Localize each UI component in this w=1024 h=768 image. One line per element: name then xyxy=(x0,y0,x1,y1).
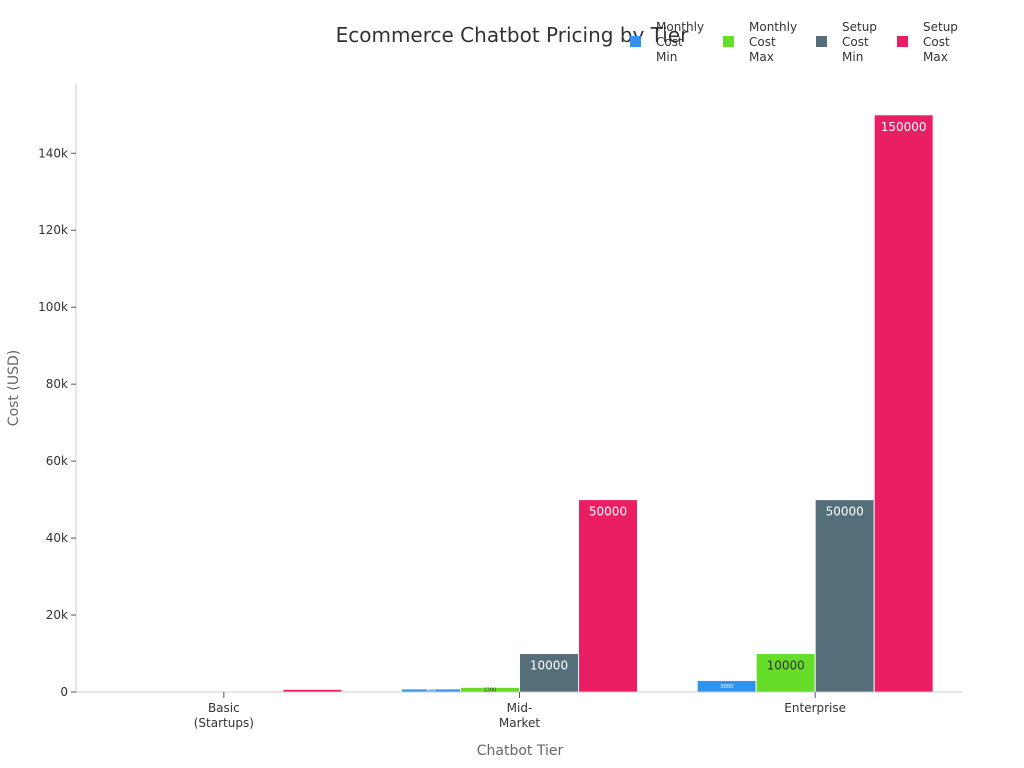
bar xyxy=(814,499,875,693)
x-tick-label: Enterprise xyxy=(784,701,846,715)
legend-item: Setup Cost Max xyxy=(897,20,958,64)
legend-item: Monthly Cost Max xyxy=(723,20,797,64)
legend-swatch xyxy=(630,36,641,47)
bar-labels: 800 3000 1200 10000 10000 50000 50000 150000 xyxy=(426,120,926,695)
legend: Monthly Cost Min Monthly Cost Max Setup Cost Min… xyxy=(630,20,958,64)
bar-value-label: 150000 xyxy=(881,120,927,134)
legend-label: Setup Cost Max xyxy=(923,20,958,64)
bar xyxy=(578,499,638,693)
y-tick-label: 120k xyxy=(38,223,68,237)
x-axis-ticks: Basic (Startups) Mid-Market Enterprise xyxy=(194,692,846,730)
legend-item: Setup Cost Min xyxy=(816,20,877,64)
bar-value-label: 3000 xyxy=(720,684,733,690)
legend-label: Monthly Cost Max xyxy=(749,20,797,64)
y-tick-label: 40k xyxy=(46,531,68,545)
x-tick-label: Basic (Startups) xyxy=(194,701,254,730)
y-tick-label: 100k xyxy=(38,300,68,314)
bar-value-label: 800 xyxy=(426,688,436,694)
y-axis-ticks: 0 20k 40k 60k 80k 100k 120k 140k xyxy=(38,146,76,699)
bar xyxy=(755,653,816,693)
legend-label: Setup Cost Min xyxy=(842,20,877,64)
y-tick-label: 60k xyxy=(46,454,68,468)
y-tick-label: 0 xyxy=(60,685,68,699)
legend-swatch xyxy=(723,36,734,47)
legend-label: Monthly Cost Min xyxy=(656,20,704,64)
y-tick-label: 20k xyxy=(46,608,68,622)
x-axis-title: Chatbot Tier xyxy=(477,743,564,759)
legend-swatch xyxy=(816,36,827,47)
bar-value-label: 10000 xyxy=(767,659,805,673)
legend-swatch xyxy=(897,36,908,47)
bar-value-label: 1200 xyxy=(484,688,497,694)
y-tick-label: 80k xyxy=(46,377,68,391)
bars xyxy=(164,114,934,693)
legend-item: Monthly Cost Min xyxy=(630,20,704,64)
bar-value-label: 50000 xyxy=(826,505,864,519)
y-axis-title: Cost (USD) xyxy=(6,350,22,426)
bar xyxy=(873,114,934,693)
bar-value-label: 10000 xyxy=(530,659,568,673)
bar-value-label: 50000 xyxy=(589,505,627,519)
x-tick-label: Mid-Market xyxy=(499,701,541,730)
y-tick-label: 140k xyxy=(38,146,68,160)
